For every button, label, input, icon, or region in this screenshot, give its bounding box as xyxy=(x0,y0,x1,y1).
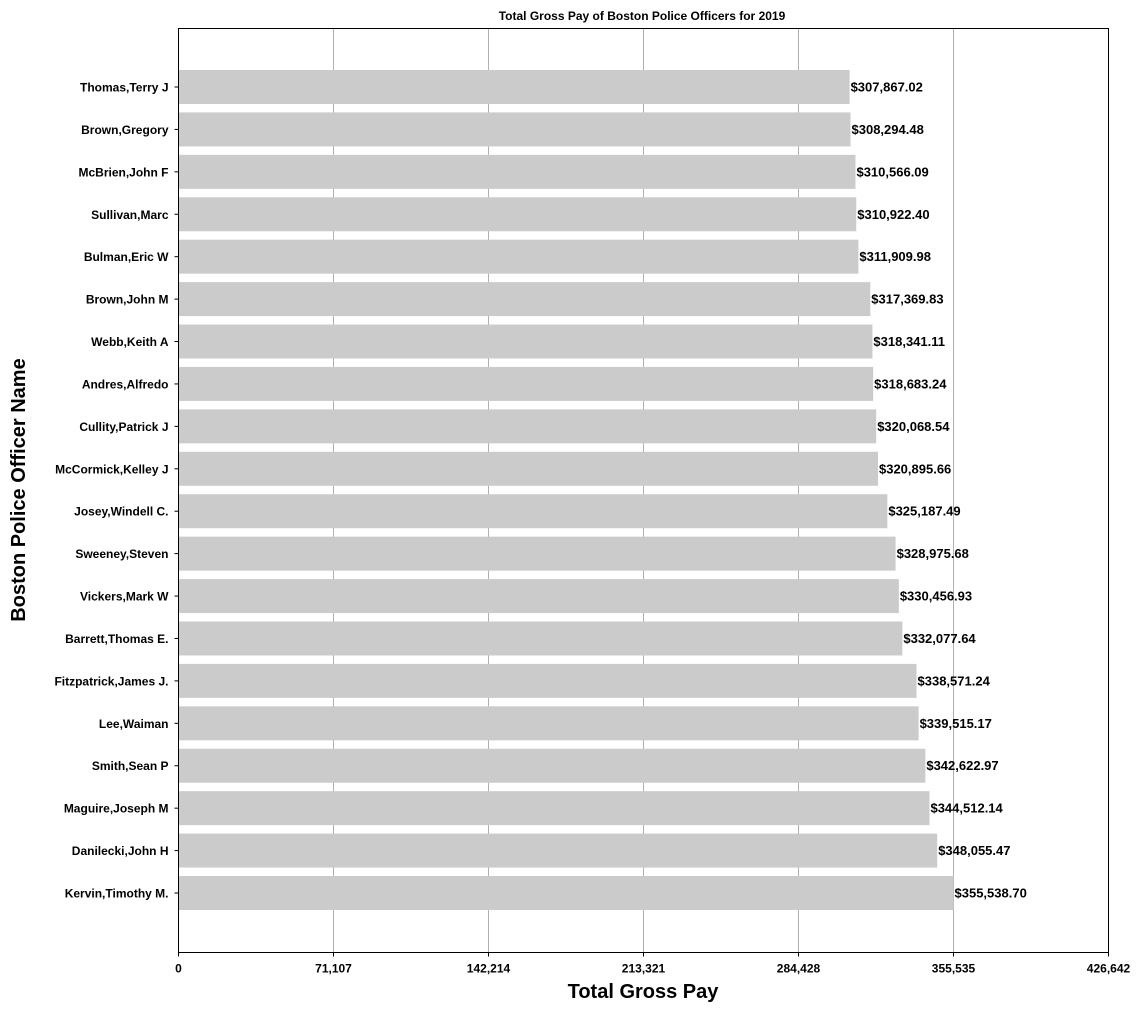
category-label: Lee,Waiman xyxy=(99,717,169,731)
bar xyxy=(178,154,856,189)
bar-value-label: $308,294.48 xyxy=(852,122,924,137)
bar-value-label: $320,068.54 xyxy=(877,419,950,434)
bar xyxy=(178,706,919,741)
bar xyxy=(178,197,857,232)
category-label: Cullity,Patrick J xyxy=(79,420,168,434)
bar-value-label: $330,456.93 xyxy=(900,589,972,604)
category-label: Brown,John M xyxy=(86,293,169,307)
bar xyxy=(178,112,851,147)
bar-value-label: $355,538.70 xyxy=(955,886,1027,901)
category-label: Barrett,Thomas E. xyxy=(65,632,168,646)
bar xyxy=(178,833,938,868)
bar xyxy=(178,876,954,910)
category-label: Brown,Gregory xyxy=(81,123,169,137)
bar-value-label: $342,622.97 xyxy=(926,758,998,773)
category-label: Vickers,Mark W xyxy=(80,590,169,604)
x-tick-label: 284,428 xyxy=(777,962,821,976)
y-axis-categories: Thomas,Terry J Brown,Gregory McBrien,John … xyxy=(54,81,179,901)
x-tick-label: 213,321 xyxy=(622,962,666,976)
bar xyxy=(178,366,874,401)
bar-value-label: $344,512.14 xyxy=(930,801,1003,816)
bar-value-label: $332,077.64 xyxy=(903,631,976,646)
bar xyxy=(178,579,899,614)
y-axis-title: Boston Police Officer Name xyxy=(8,358,30,621)
category-label: McCormick,Kelley J xyxy=(55,462,168,476)
bar xyxy=(178,324,873,359)
bar-value-label: $310,922.40 xyxy=(857,207,929,222)
x-axis-title: Total Gross Pay xyxy=(568,981,720,1003)
x-tick-label: 0 xyxy=(175,962,182,976)
category-label: Danilecki,John H xyxy=(72,844,169,858)
bar-value-label: $317,369.83 xyxy=(871,292,943,307)
bar xyxy=(178,409,877,444)
bar-value-label: $318,341.11 xyxy=(873,334,945,349)
x-tick-label: 71,107 xyxy=(315,962,352,976)
bar-value-label: $339,515.17 xyxy=(920,716,992,731)
bar xyxy=(178,536,896,571)
category-label: Webb,Keith A xyxy=(91,335,169,349)
x-tick-label: 142,214 xyxy=(467,962,511,976)
bar xyxy=(178,282,871,317)
bar xyxy=(178,494,888,529)
bar-value-label: $328,975.68 xyxy=(897,546,969,561)
bar xyxy=(178,70,850,104)
bar xyxy=(178,663,917,698)
bars xyxy=(178,70,954,910)
x-axis-ticks: 0 71,107 142,214 213,321 284,428 355,535 426,6… xyxy=(175,952,1131,976)
x-tick-label: 426,642 xyxy=(1087,962,1131,976)
bar-value-label: $307,867.02 xyxy=(851,80,923,95)
bar-value-label: $310,566.09 xyxy=(856,164,928,179)
bar-value-label: $320,895.66 xyxy=(879,461,951,476)
bar-value-label: $311,909.98 xyxy=(859,249,931,264)
category-label: Bulman,Eric W xyxy=(84,250,169,264)
x-tick-label: 355,535 xyxy=(932,962,976,976)
category-label: Fitzpatrick,James J. xyxy=(54,674,168,688)
bar-value-label: $348,055.47 xyxy=(938,843,1010,858)
category-label: Thomas,Terry J xyxy=(80,81,168,95)
bar xyxy=(178,451,878,486)
category-label: Andres,Alfredo xyxy=(82,377,169,391)
bar-value-label: $325,187.49 xyxy=(888,504,960,519)
category-label: Sullivan,Marc xyxy=(91,208,169,222)
category-label: Smith,Sean P xyxy=(92,759,169,773)
bar xyxy=(178,621,903,656)
category-label: Sweeney,Steven xyxy=(75,547,168,561)
bar-value-label: $338,571.24 xyxy=(918,673,991,688)
chart-title: Total Gross Pay of Boston Police Officer… xyxy=(499,9,786,23)
bar xyxy=(178,791,930,826)
category-label: Maguire,Joseph M xyxy=(64,802,169,816)
category-label: Josey,Windell C. xyxy=(74,505,168,519)
bar xyxy=(178,239,859,274)
bar xyxy=(178,748,926,783)
category-label: Kervin,Timothy M. xyxy=(65,887,169,901)
category-label: McBrien,John F xyxy=(78,165,168,179)
bar-value-label: $318,683.24 xyxy=(874,376,947,391)
value-labels: $307,867.02 $308,294.48 $310,566.09 $310,92… xyxy=(851,80,1027,901)
